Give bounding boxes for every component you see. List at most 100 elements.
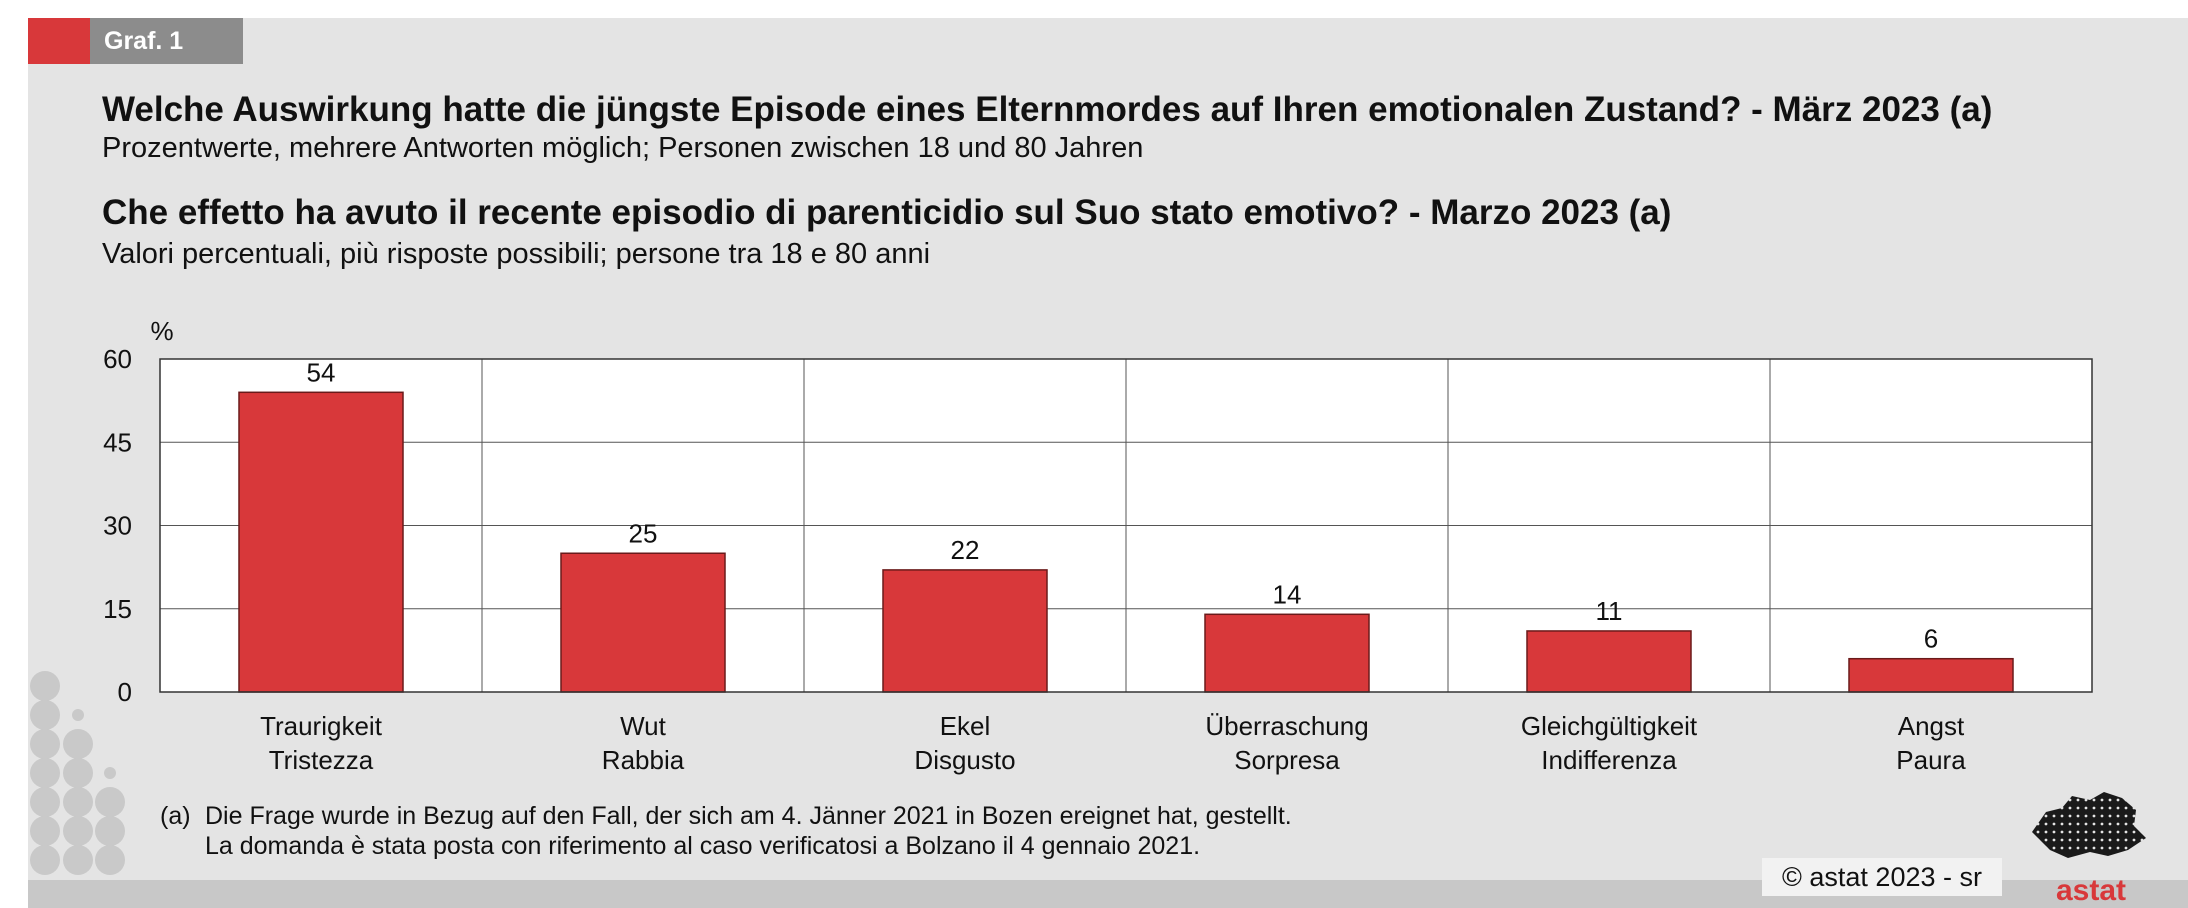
logo-dot <box>2124 838 2128 842</box>
footnote-it: La domanda è stata posta con riferimento… <box>205 832 1201 860</box>
logo-dot <box>2140 798 2144 802</box>
logo-dot <box>2084 830 2088 834</box>
x-category-label: Angst <box>1898 711 1965 741</box>
bar-value-label: 11 <box>1596 596 1623 626</box>
logo-dot <box>2044 846 2048 850</box>
logo-dot <box>2140 814 2144 818</box>
logo-dot <box>2052 830 2056 834</box>
logo-dot <box>2052 798 2056 802</box>
logo-dot <box>2116 806 2120 810</box>
logo-dot <box>2132 830 2136 834</box>
logo-dot <box>2036 830 2040 834</box>
logo-dot <box>2052 806 2056 810</box>
logo-dot <box>2092 822 2096 826</box>
bar <box>1848 657 2014 693</box>
decorative-dot <box>72 709 84 721</box>
logo-dot <box>2108 798 2112 802</box>
graf-accent-square <box>28 18 90 64</box>
logo-dot <box>2060 798 2064 802</box>
decorative-dot <box>63 758 93 788</box>
logo-dot <box>2076 806 2080 810</box>
logo-dot <box>2100 806 2104 810</box>
astat-logo-text: astat <box>2055 874 2127 907</box>
astat-logo-icon <box>2032 792 2146 858</box>
chart-subtitle-de: Prozentwerte, mehrere Antworten möglich;… <box>102 132 1144 164</box>
logo-dot <box>2052 814 2056 818</box>
logo-dot <box>2100 838 2104 842</box>
logo-dot <box>2084 846 2088 850</box>
bar <box>238 391 404 693</box>
logo-dot <box>2068 822 2072 826</box>
logo-dot <box>2036 822 2040 826</box>
decorative-dot <box>63 816 93 846</box>
logo-dot <box>2100 798 2104 802</box>
logo-dot <box>2108 838 2112 842</box>
logo-dot <box>2108 806 2112 810</box>
logo-dot <box>2092 798 2096 802</box>
x-category-label: Tristezza <box>269 745 374 775</box>
footnote-marker: (a) <box>160 802 191 830</box>
logo-dot <box>2044 806 2048 810</box>
logo-dot <box>2060 846 2064 850</box>
logo-dot <box>2084 798 2088 802</box>
logo-dot <box>2068 814 2072 818</box>
logo-dot <box>2124 814 2128 818</box>
logo-dot <box>2100 846 2104 850</box>
decorative-dot <box>30 758 60 788</box>
y-tick-label: 60 <box>103 344 132 374</box>
decorative-dot <box>95 787 125 817</box>
logo-dot <box>2140 846 2144 850</box>
logo-dot <box>2132 846 2136 850</box>
decorative-dot <box>30 787 60 817</box>
decorative-dot <box>95 845 125 875</box>
logo-dot <box>2092 830 2096 834</box>
logo-dot <box>2076 814 2080 818</box>
decorative-dot <box>30 816 60 846</box>
decorative-dot <box>30 671 60 701</box>
logo-dot <box>2044 814 2048 818</box>
x-category-label: Wut <box>620 711 667 741</box>
bar <box>1204 613 1370 693</box>
logo-dot <box>2076 798 2080 802</box>
logo-dot <box>2060 806 2064 810</box>
logo-shape <box>2032 792 2146 858</box>
logo-dot <box>2092 806 2096 810</box>
bar-value-label: 25 <box>629 518 658 548</box>
logo-dot <box>2108 830 2112 834</box>
logo-dot <box>2060 830 2064 834</box>
decorative-dot <box>30 729 60 759</box>
logo-dot <box>2060 822 2064 826</box>
decorative-dot <box>104 767 116 779</box>
footnote-de: Die Frage wurde in Bezug auf den Fall, d… <box>205 802 1292 830</box>
logo-dot <box>2116 814 2120 818</box>
logo-dot <box>2084 822 2088 826</box>
logo-dot <box>2076 822 2080 826</box>
bar-value-label: 54 <box>307 357 336 387</box>
logo-dot <box>2108 846 2112 850</box>
chart-title-it: Che effetto ha avuto il recente episodio… <box>102 193 1672 232</box>
logo-dot <box>2140 822 2144 826</box>
logo-dot <box>2092 814 2096 818</box>
logo-dot <box>2100 822 2104 826</box>
decorative-dot <box>63 845 93 875</box>
logo-dot <box>2060 838 2064 842</box>
decorative-dots <box>30 671 125 875</box>
logo-dot <box>2084 806 2088 810</box>
logo-dot <box>2124 846 2128 850</box>
logo-dot <box>2124 830 2128 834</box>
logo-dot <box>2132 814 2136 818</box>
logo-dot <box>2076 838 2080 842</box>
decorative-dot <box>30 845 60 875</box>
logo-dot <box>2140 830 2144 834</box>
logo-dot <box>2036 838 2040 842</box>
y-tick-label: 30 <box>103 511 132 541</box>
x-category-label: Paura <box>1896 745 1966 775</box>
logo-dot <box>2068 806 2072 810</box>
logo-dot <box>2036 814 2040 818</box>
logo-dot <box>2036 806 2040 810</box>
logo-dot <box>2124 822 2128 826</box>
logo-dot <box>2084 838 2088 842</box>
logo-dot <box>2124 798 2128 802</box>
logo-dot <box>2036 798 2040 802</box>
logo-dot <box>2068 838 2072 842</box>
